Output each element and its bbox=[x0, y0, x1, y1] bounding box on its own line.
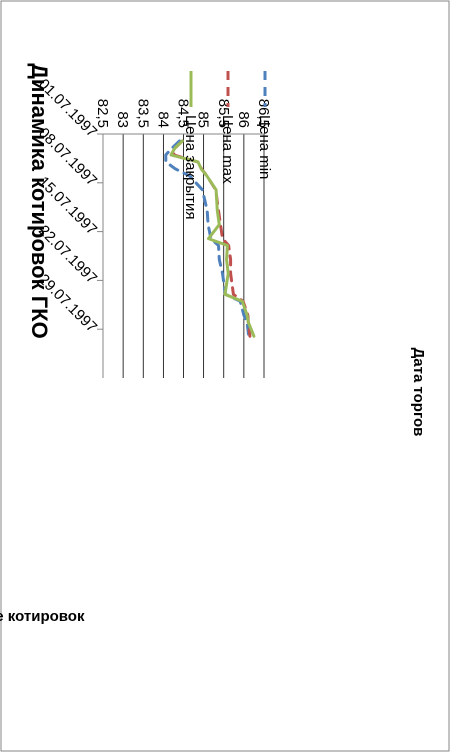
y-tick-label: 83 bbox=[114, 111, 131, 128]
series-line-2 bbox=[169, 139, 256, 338]
y-tick-label: 86 bbox=[235, 111, 252, 128]
chart-title: Динамика котировок ГКО bbox=[27, 63, 52, 338]
y-tick-label: 84,5 bbox=[175, 99, 192, 128]
y-tick-label: 82,5 bbox=[94, 99, 111, 128]
legend-label-0: Цена min bbox=[256, 115, 273, 179]
y-tick-label: 85 bbox=[195, 111, 212, 128]
legend-label-2: Цена закрытия bbox=[182, 115, 199, 220]
y-tick-label: 83,5 bbox=[134, 99, 151, 128]
legend: Цена min Цена max Цена закрытия bbox=[182, 71, 273, 220]
series-line-0 bbox=[164, 139, 251, 338]
series-lines bbox=[164, 139, 256, 338]
y-tick-label: 86,5 bbox=[255, 99, 272, 128]
y-tick-label: 84 bbox=[154, 111, 171, 128]
y-axis-title: Значение котировок bbox=[0, 608, 85, 625]
legend-label-1: Цена max bbox=[219, 115, 236, 184]
x-axis-title: Дата торгов bbox=[410, 348, 427, 437]
